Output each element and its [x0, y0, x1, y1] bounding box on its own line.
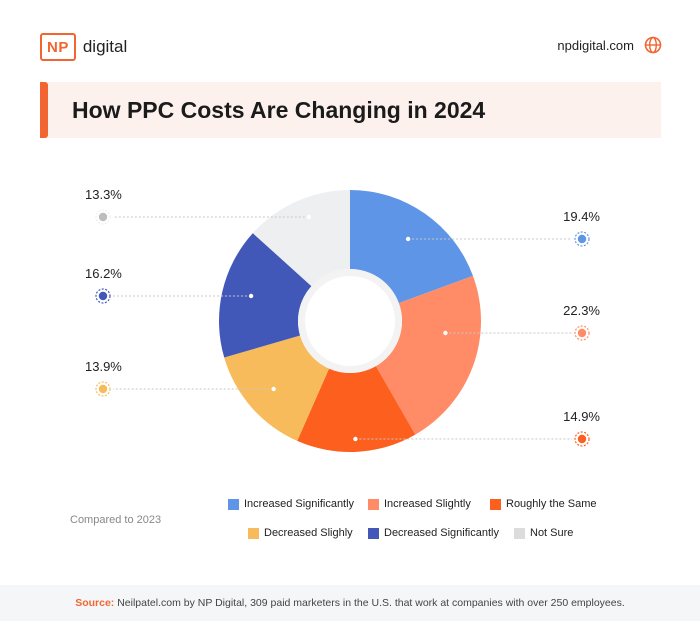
slice-roughly-the-same — [297, 366, 416, 452]
legend-label: Decreased Significantly — [384, 527, 499, 539]
legend-label: Increased Slightly — [384, 498, 471, 510]
data-label-decreased-slighly: 13.9% — [85, 359, 122, 374]
marker-ring-increased-significantly — [574, 231, 590, 247]
brand-logo: NP digital — [40, 33, 127, 61]
legend-item-decreased-significantly: Decreased Significantly — [368, 527, 499, 539]
data-label-decreased-significantly: 16.2% — [85, 266, 122, 281]
chart-legend: Increased Significantly Increased Slightl… — [228, 498, 648, 548]
page-title: How PPC Costs Are Changing in 2024 — [72, 97, 486, 123]
marker-dot-increased-significantly — [577, 234, 587, 244]
title-accent — [40, 82, 48, 138]
source-text: Neilpatel.com by NP Digital, 309 paid ma… — [117, 597, 625, 609]
logo-word: digital — [82, 37, 128, 56]
marker-dot-increased-slightly — [577, 328, 587, 338]
legend-item-decreased-slighly: Decreased Slighly — [248, 527, 353, 539]
legend-swatch — [228, 498, 239, 510]
slice-increased-significantly — [350, 190, 473, 304]
site-link[interactable]: npdigital.com — [557, 36, 662, 54]
slice-dot-roughly-the-same — [353, 436, 358, 442]
legend-swatch — [368, 498, 379, 510]
slice-dot-not-sure — [306, 214, 312, 220]
slice-dot-increased-slightly — [443, 330, 448, 336]
marker-ring-roughly-the-same — [574, 431, 590, 447]
marker-ring-decreased-significantly — [95, 288, 111, 304]
legend-swatch — [490, 498, 501, 510]
marker-dot-decreased-significantly — [98, 291, 108, 301]
legend-label: Decreased Slighly — [264, 527, 353, 539]
slice-decreased-slighly — [224, 335, 330, 441]
slice-dot-decreased-slighly — [271, 386, 276, 392]
legend-swatch — [248, 527, 259, 539]
legend-item-not-sure: Not Sure — [514, 527, 573, 539]
marker-ring-increased-slightly — [574, 325, 590, 341]
marker-dot-not-sure — [98, 212, 108, 222]
marker-ring-not-sure — [95, 209, 111, 225]
slice-decreased-significantly — [219, 233, 312, 358]
logo-mark: NP — [40, 33, 76, 61]
source-footer: Source: Neilpatel.com by NP Digital, 309… — [0, 585, 700, 621]
donut-hole — [305, 276, 395, 366]
data-label-increased-significantly: 19.4% — [563, 209, 600, 224]
data-label-not-sure: 13.3% — [85, 187, 122, 202]
marker-dot-decreased-slighly — [98, 384, 108, 394]
legend-item-increased-slightly: Increased Slightly — [368, 498, 471, 510]
slice-dot-increased-significantly — [405, 236, 411, 242]
source-label: Source: — [75, 597, 115, 609]
legend-item-increased-significantly: Increased Significantly — [228, 498, 354, 510]
data-label-increased-slightly: 22.3% — [563, 303, 600, 318]
legend-label: Increased Significantly — [244, 498, 355, 510]
legend-label: Not Sure — [530, 527, 574, 539]
slice-increased-slightly — [375, 275, 481, 435]
title-bar: How PPC Costs Are Changing in 2024 — [40, 82, 661, 138]
site-url[interactable]: npdigital.com — [557, 37, 634, 53]
data-label-roughly-the-same: 14.9% — [563, 409, 600, 424]
marker-dot-roughly-the-same — [577, 434, 587, 444]
legend-label: Roughly the Same — [506, 498, 597, 510]
slice-not-sure — [252, 190, 350, 287]
legend-item-roughly-the-same: Roughly the Same — [490, 498, 597, 510]
slice-dot-decreased-significantly — [248, 293, 254, 299]
marker-ring-decreased-slighly — [95, 381, 111, 397]
legend-swatch — [514, 527, 525, 539]
legend-swatch — [368, 527, 379, 539]
globe-icon[interactable] — [644, 36, 662, 54]
compared-note: Compared to 2023 — [70, 514, 162, 526]
